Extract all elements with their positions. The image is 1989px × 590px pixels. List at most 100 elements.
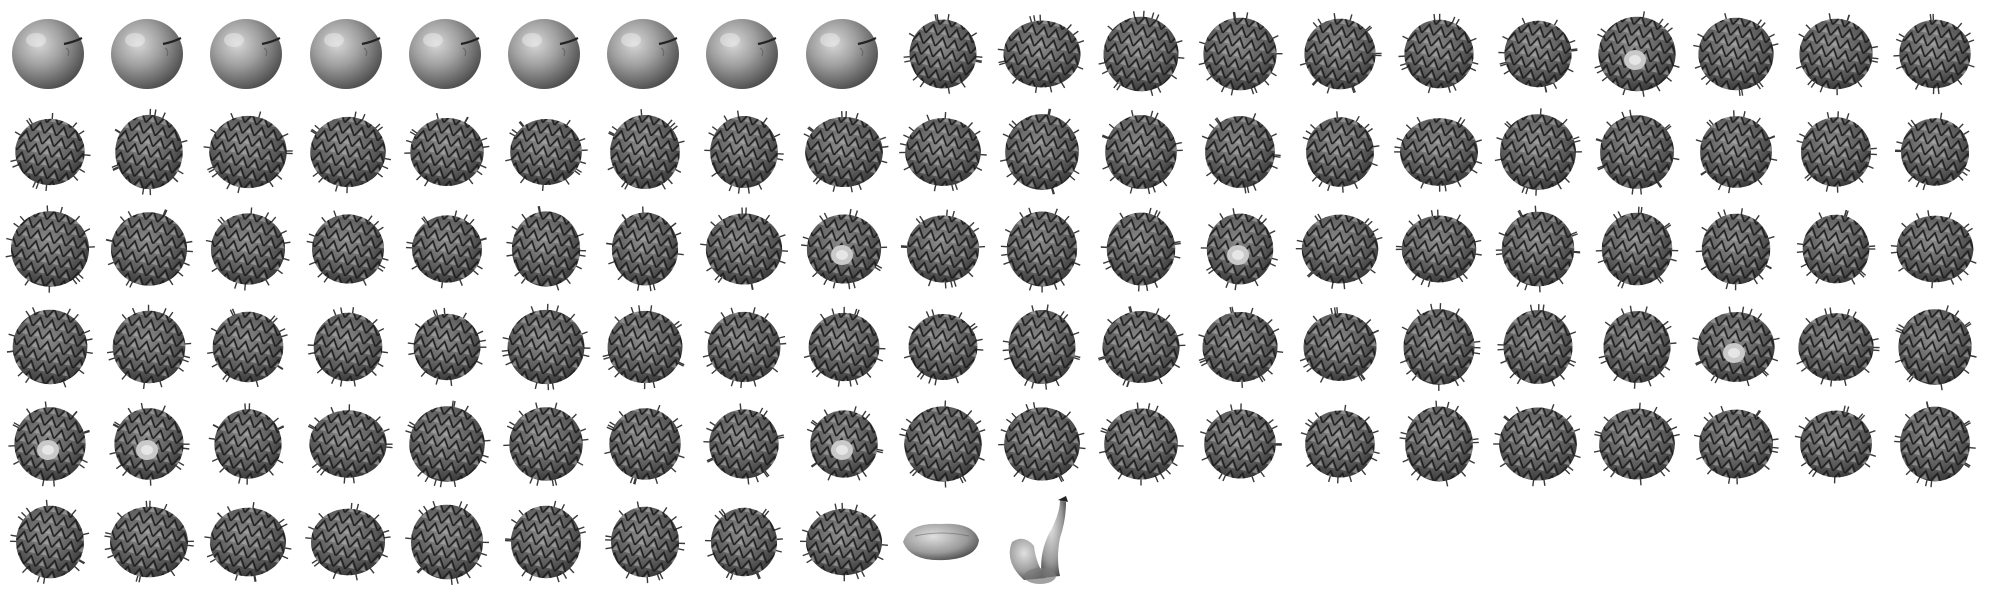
fruit-tile-pineapple [2,102,98,198]
pineapple-image [900,209,985,289]
pineapple-image [605,500,686,583]
pineapple-image [898,111,987,191]
pineapple-image [304,502,391,581]
pineapple-image [1794,405,1876,484]
fruit-tile-pineapple [1589,199,1685,295]
fruit-tile-pineapple [101,199,197,295]
pineapple-top-image [1594,11,1680,97]
fruit-tile-pineapple [1688,102,1784,198]
pineapple-top-image [8,401,90,487]
pineapple-top-image [109,402,190,486]
fruit-tile-pineapple [498,102,594,198]
fruit-tile-pineapple-top [1688,297,1784,393]
pineapple-image [501,303,591,390]
fruit-tile-pineapple [200,297,296,393]
fruit-tile-pineapple [1887,297,1983,393]
pineapple-image [107,304,192,389]
fruit-tile-pineapple [1688,394,1784,490]
fruit-tile-pineapple [2,297,98,393]
fruit-tile-pineapple-top [1589,4,1685,100]
pineapple-image [704,109,785,194]
pineapple-image [405,210,487,289]
fruit-tile-pineapple [1391,297,1487,393]
fruit-tile-pineapple [1292,297,1388,393]
fruit-tile-pineapple [300,394,396,490]
fruit-tile-pineapple [1093,394,1189,490]
pineapple-image [1199,11,1283,96]
pineapple-image [998,402,1086,483]
fruit-tile-pineapple [399,199,495,295]
pineapple-image [1000,207,1081,293]
fruit-tile-pineapple [1093,199,1189,295]
fruit-tile-pineapple [994,199,1090,295]
pineapple-image [602,304,685,389]
pineapple-image [1399,400,1479,487]
fruit-tile-pineapple-top [101,394,197,490]
pineapple-image [1299,306,1379,383]
fruit-tile-pineapple [994,102,1090,198]
fruit-tile-pineapple [1093,102,1189,198]
pineapple-image [1493,404,1581,487]
fruit-tile-banana-lying [895,492,991,588]
fruit-tile-pineapple [101,102,197,198]
pineapple-image [1399,302,1481,391]
fruit-tile-pineapple [696,492,792,588]
fruit-tile-pineapple [994,297,1090,393]
pineapple-image [1098,305,1186,387]
fruit-tile-apple [300,4,396,100]
pineapple-image [10,112,91,191]
pineapple-image [1696,208,1776,291]
fruit-tile-pineapple-top [2,394,98,490]
fruit-tile-pineapple [1887,394,1983,490]
pineapple-image [207,308,289,387]
pineapple-image [1894,112,1971,190]
fruit-tile-pineapple [1589,394,1685,490]
fruit-tile-pineapple [1490,199,1586,295]
pineapple-image [1099,402,1184,486]
pineapple-image [206,207,291,291]
pineapple-image [1696,109,1778,193]
pineapple-image [1796,110,1877,193]
pineapple-image [1299,13,1382,94]
pineapple-image [407,307,487,386]
fruit-tile-apple [597,4,693,100]
pineapple-image [703,403,785,485]
fruit-tile-pineapple [300,492,396,588]
fruit-tile-pineapple [1292,102,1388,198]
pineapple-image [5,205,95,293]
pineapple-image [1494,107,1582,196]
apple-image [508,19,580,89]
pineapple-image [1595,206,1679,289]
fruit-tile-pineapple [1093,297,1189,393]
pineapple-image [204,501,292,582]
fruit-tile-pineapple [200,394,296,490]
pineapple-image [1393,116,1482,192]
pineapple-image [1795,13,1879,96]
fruit-tile-pineapple [2,492,98,588]
pineapple-image [1101,207,1182,292]
fruit-tile-pineapple [696,102,792,198]
fruit-tile-pineapple [696,297,792,393]
apple-image [706,19,779,89]
pineapple-image [700,207,789,290]
fruit-tile-pineapple [200,199,296,295]
fruit-tile-pineapple [1192,102,1288,198]
pineapple-image [10,499,90,584]
pineapple-image [1796,209,1875,285]
fruit-tile-pineapple [1490,102,1586,198]
pineapple-image [607,108,685,190]
pineapple-image [604,404,685,485]
fruit-tile-pineapple [498,394,594,490]
pineapple-image [1498,17,1578,93]
fruit-tile-pineapple [1887,199,1983,295]
fruit-tile-pineapple [498,199,594,295]
pineapple-image [1893,13,1975,95]
fruit-tile-pineapple [498,492,594,588]
pineapple-image [1890,210,1977,289]
pineapple-image [1300,404,1380,484]
pineapple-image [106,209,194,288]
apple-image [607,19,680,89]
pineapple-image [1302,110,1380,193]
pineapple-image [309,110,391,193]
